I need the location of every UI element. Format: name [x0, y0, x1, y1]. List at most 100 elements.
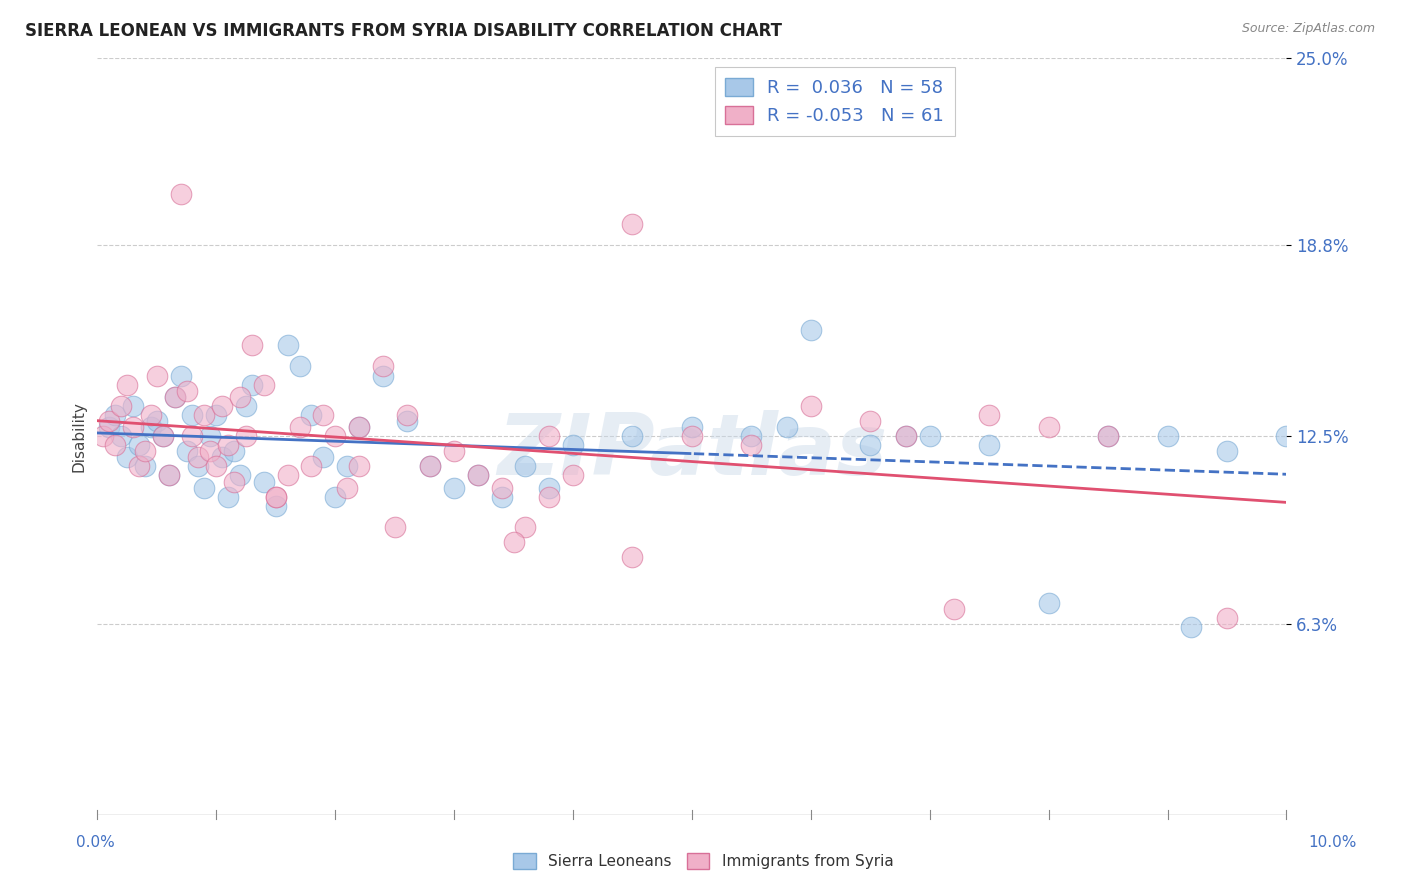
Point	[122, 420, 145, 434]
Point	[110, 399, 132, 413]
Point	[443, 481, 465, 495]
Point	[176, 384, 198, 398]
Point	[395, 408, 418, 422]
Point	[235, 429, 257, 443]
Point	[942, 601, 965, 615]
Point	[621, 217, 644, 231]
Point	[918, 429, 941, 443]
Point	[859, 414, 882, 428]
Point	[467, 468, 489, 483]
Point	[169, 368, 191, 383]
Point	[211, 450, 233, 465]
Point	[538, 429, 561, 443]
Point	[253, 377, 276, 392]
Text: 10.0%: 10.0%	[1309, 836, 1357, 850]
Point	[187, 459, 209, 474]
Point	[229, 468, 252, 483]
Point	[176, 444, 198, 458]
Point	[104, 408, 127, 422]
Point	[800, 323, 823, 337]
Point	[347, 420, 370, 434]
Point	[740, 429, 762, 443]
Point	[336, 481, 359, 495]
Point	[139, 408, 162, 422]
Point	[312, 408, 335, 422]
Point	[224, 475, 246, 489]
Point	[419, 459, 441, 474]
Point	[157, 468, 180, 483]
Point	[91, 429, 114, 443]
Point	[98, 414, 121, 428]
Y-axis label: Disability: Disability	[72, 401, 86, 472]
Point	[181, 429, 204, 443]
Point	[181, 408, 204, 422]
Point	[1097, 429, 1119, 443]
Point	[419, 459, 441, 474]
Point	[502, 535, 524, 549]
Point	[491, 481, 513, 495]
Point	[1216, 611, 1239, 625]
Point	[681, 420, 703, 434]
Point	[681, 429, 703, 443]
Point	[740, 438, 762, 452]
Point	[110, 429, 132, 443]
Point	[538, 481, 561, 495]
Point	[1038, 420, 1060, 434]
Point	[312, 450, 335, 465]
Point	[347, 420, 370, 434]
Point	[491, 490, 513, 504]
Point	[1275, 429, 1298, 443]
Point	[193, 408, 215, 422]
Point	[200, 444, 222, 458]
Point	[443, 444, 465, 458]
Point	[264, 490, 287, 504]
Point	[240, 338, 263, 352]
Point	[1216, 444, 1239, 458]
Point	[104, 438, 127, 452]
Point	[395, 414, 418, 428]
Point	[224, 444, 246, 458]
Point	[217, 490, 239, 504]
Point	[152, 429, 174, 443]
Text: ZIPatlas: ZIPatlas	[496, 409, 887, 492]
Point	[205, 459, 228, 474]
Point	[894, 429, 917, 443]
Text: SIERRA LEONEAN VS IMMIGRANTS FROM SYRIA DISABILITY CORRELATION CHART: SIERRA LEONEAN VS IMMIGRANTS FROM SYRIA …	[25, 22, 782, 40]
Point	[800, 399, 823, 413]
Point	[240, 377, 263, 392]
Point	[163, 390, 186, 404]
Text: Source: ZipAtlas.com: Source: ZipAtlas.com	[1241, 22, 1375, 36]
Point	[621, 429, 644, 443]
Point	[217, 438, 239, 452]
Point	[134, 444, 156, 458]
Point	[98, 420, 121, 434]
Point	[288, 359, 311, 374]
Point	[211, 399, 233, 413]
Point	[894, 429, 917, 443]
Point	[157, 468, 180, 483]
Point	[299, 459, 322, 474]
Point	[323, 490, 346, 504]
Point	[776, 420, 799, 434]
Point	[621, 550, 644, 565]
Point	[515, 520, 537, 534]
Point	[128, 459, 150, 474]
Point	[1038, 596, 1060, 610]
Point	[859, 438, 882, 452]
Point	[229, 390, 252, 404]
Point	[277, 468, 299, 483]
Point	[299, 408, 322, 422]
Point	[979, 438, 1001, 452]
Legend: Sierra Leoneans, Immigrants from Syria: Sierra Leoneans, Immigrants from Syria	[506, 847, 900, 875]
Point	[1180, 620, 1202, 634]
Point	[467, 468, 489, 483]
Point	[200, 429, 222, 443]
Point	[562, 438, 585, 452]
Point	[152, 429, 174, 443]
Point	[538, 490, 561, 504]
Point	[264, 490, 287, 504]
Point	[115, 377, 138, 392]
Point	[562, 468, 585, 483]
Point	[336, 459, 359, 474]
Point	[264, 499, 287, 513]
